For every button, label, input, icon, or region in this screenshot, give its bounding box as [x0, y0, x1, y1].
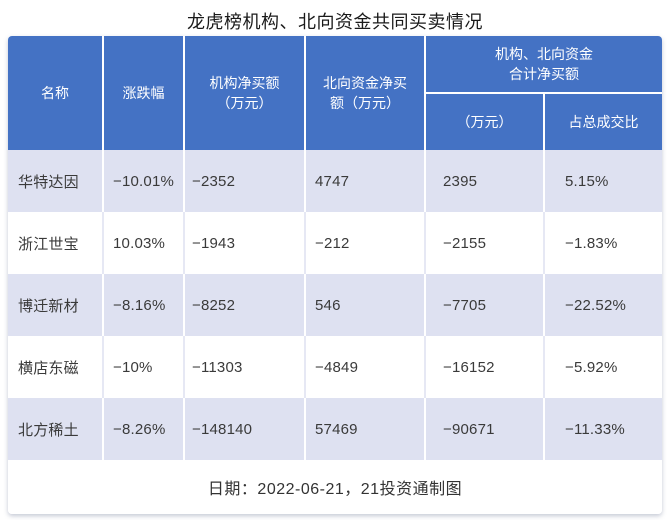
change-pct: −8.16% [104, 274, 185, 336]
table-footer-row: 日期：2022-06-21，21投资通制图 [8, 460, 662, 514]
north-net-value: 546 [306, 274, 426, 336]
total-net-value: −7705 [426, 274, 545, 336]
turnover-ratio-value: −11.33% [545, 398, 662, 460]
total-net-value: −2155 [426, 212, 545, 274]
change-pct: 10.03% [104, 212, 185, 274]
inst-net-value: −2352 [185, 150, 306, 212]
stock-name: 北方稀土 [8, 398, 104, 460]
column-subheader-total-wan: （万元） [426, 94, 545, 150]
change-pct: −10% [104, 336, 185, 398]
page-title: 龙虎榜机构、北向资金共同买卖情况 [187, 12, 483, 32]
column-header-group-total-net: 机构、北向资金 合计净买额 [426, 36, 662, 94]
stock-name: 博迁新材 [8, 274, 104, 336]
north-net-value: −4849 [306, 336, 426, 398]
table-row: 华特达因 −10.01% −2352 4747 2395 5.15% [8, 150, 662, 212]
north-net-value: 4747 [306, 150, 426, 212]
column-header-north-net: 北向资金净买 额（万元） [306, 36, 426, 150]
inst-net-value: −11303 [185, 336, 306, 398]
column-header-inst-net: 机构净买额 （万元） [185, 36, 306, 150]
change-pct: −10.01% [104, 150, 185, 212]
column-header-change: 涨跌幅 [104, 36, 185, 150]
total-net-value: −90671 [426, 398, 545, 460]
table-row: 浙江世宝 10.03% −1943 −212 −2155 −1.83% [8, 212, 662, 274]
north-net-value: −212 [306, 212, 426, 274]
change-pct: −8.26% [104, 398, 185, 460]
stock-name: 横店东磁 [8, 336, 104, 398]
stock-name: 华特达因 [8, 150, 104, 212]
turnover-ratio-value: 5.15% [545, 150, 662, 212]
table-header: 名称 涨跌幅 机构净买额 （万元） 北向资金净买 额（万元） 机构、北向资金 合… [8, 36, 662, 150]
total-net-value: 2395 [426, 150, 545, 212]
column-subheader-turnover-ratio: 占总成交比 [545, 94, 662, 150]
source-caption: 日期：2022-06-21，21投资通制图 [8, 460, 662, 514]
turnover-ratio-value: −22.52% [545, 274, 662, 336]
inst-net-value: −1943 [185, 212, 306, 274]
table-row: 博迁新材 −8.16% −8252 546 −7705 −22.52% [8, 274, 662, 336]
inst-net-value: −8252 [185, 274, 306, 336]
north-net-value: 57469 [306, 398, 426, 460]
turnover-ratio-value: −1.83% [545, 212, 662, 274]
table-row: 北方稀土 −8.26% −148140 57469 −90671 −11.33% [8, 398, 662, 460]
column-header-name: 名称 [8, 36, 104, 150]
table-body: 华特达因 −10.01% −2352 4747 2395 5.15% 浙江世宝 … [8, 150, 662, 514]
stock-name: 浙江世宝 [8, 212, 104, 274]
inst-net-value: −148140 [185, 398, 306, 460]
table-row: 横店东磁 −10% −11303 −4849 −16152 −5.92% [8, 336, 662, 398]
data-table: 名称 涨跌幅 机构净买额 （万元） 北向资金净买 额（万元） 机构、北向资金 合… [8, 36, 662, 514]
turnover-ratio-value: −5.92% [545, 336, 662, 398]
total-net-value: −16152 [426, 336, 545, 398]
